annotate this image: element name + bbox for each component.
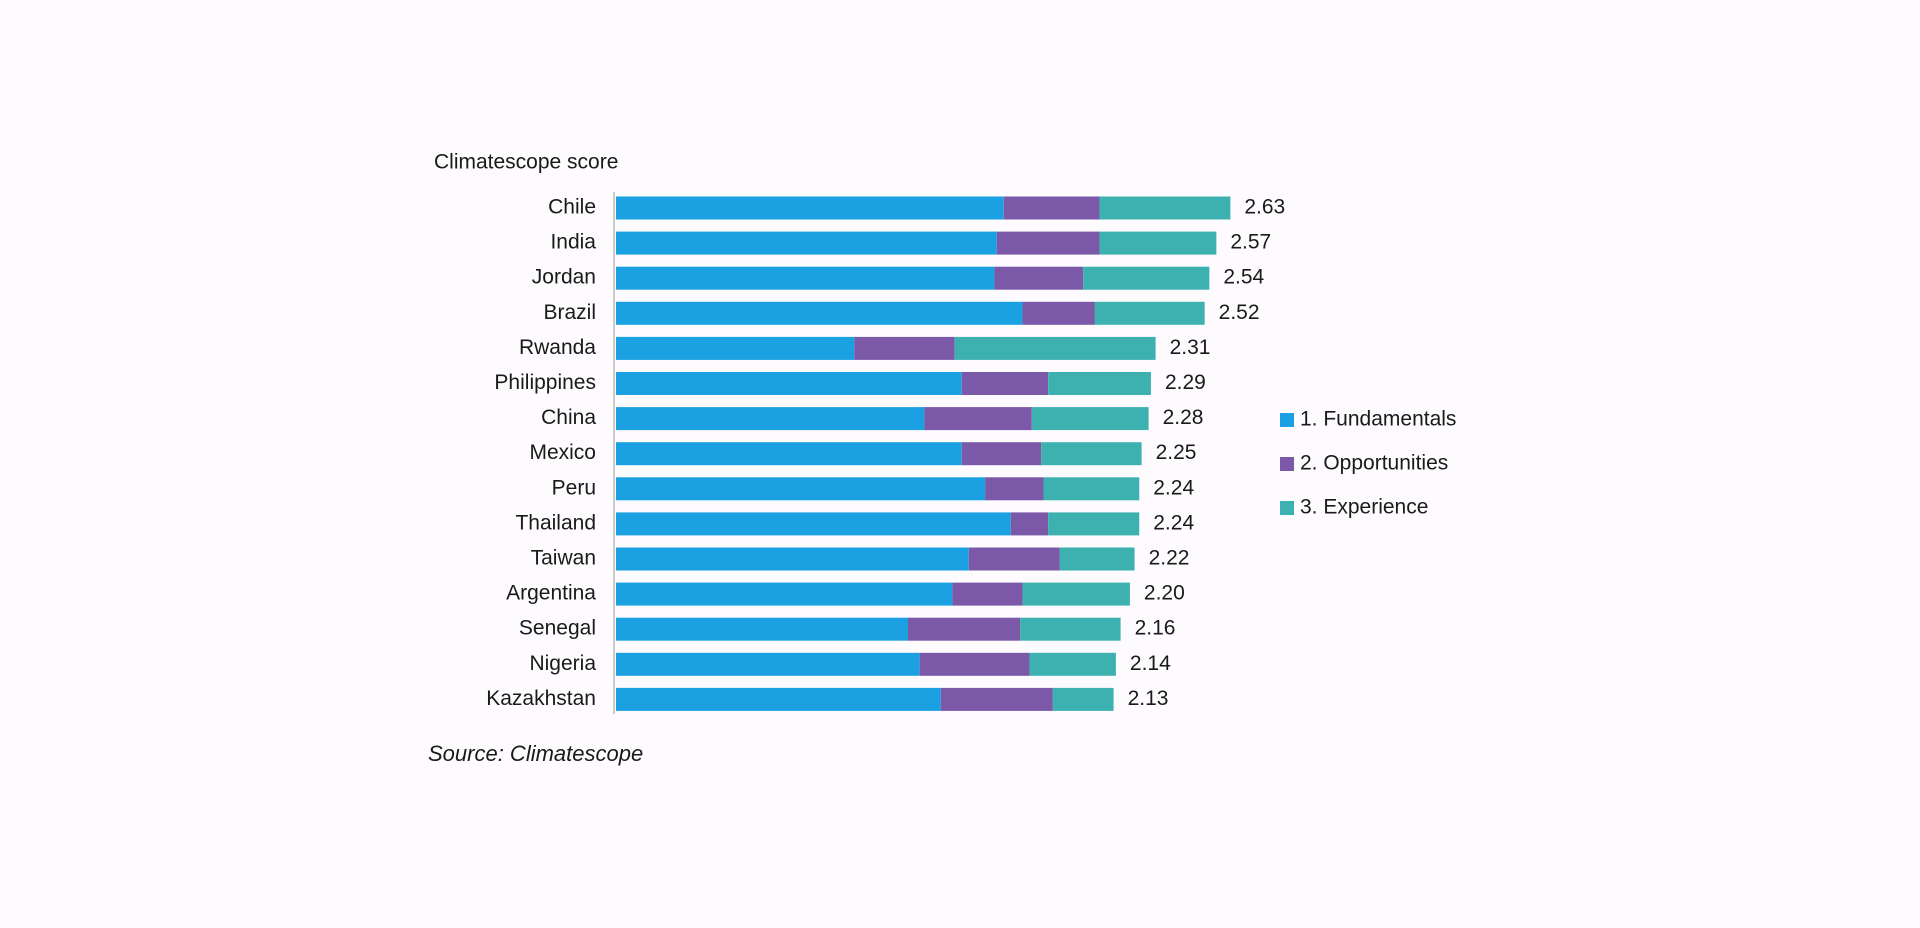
source-note: Source: Climatescope (428, 741, 643, 766)
bar-segment (994, 266, 1084, 290)
y-tick-label: Brazil (543, 301, 596, 324)
bar-segment (616, 617, 908, 641)
bar-segment (924, 407, 1032, 431)
bar-segment (616, 266, 995, 290)
bar-segment (616, 652, 920, 676)
bar-segment (1048, 512, 1140, 536)
y-tick-label: Peru (552, 476, 596, 499)
y-tick-label: Argentina (506, 582, 596, 605)
bar-segment (1010, 512, 1049, 536)
bar-segment (1059, 547, 1135, 571)
bar-segment (1083, 266, 1210, 290)
bar-segment (854, 336, 955, 360)
bar-segment (616, 407, 925, 431)
bar-segment (996, 231, 1100, 255)
bar-segment (985, 477, 1044, 501)
bar-segment (1041, 442, 1142, 466)
bar-segment (1099, 196, 1231, 220)
bar-segment (1031, 407, 1149, 431)
legend-swatch (1280, 413, 1294, 427)
total-label: 2.20 (1144, 582, 1185, 605)
y-tick-label: Senegal (519, 617, 596, 640)
legend-swatch (1280, 501, 1294, 515)
bar-segment (940, 687, 1053, 711)
total-label: 2.57 (1230, 231, 1271, 254)
total-label: 2.63 (1244, 196, 1285, 219)
bar-segment (908, 617, 1021, 641)
total-label: 2.24 (1153, 476, 1194, 499)
total-label: 2.25 (1156, 441, 1197, 464)
chart-title: Climatescope score (434, 151, 618, 174)
y-tick-label: Philippines (494, 371, 596, 394)
y-tick-label: Taiwan (531, 547, 596, 570)
y-tick-label: Chile (548, 196, 596, 219)
bar-segment (952, 582, 1023, 606)
total-label: 2.14 (1130, 652, 1171, 675)
bar-segment (616, 301, 1023, 325)
bar-segment (616, 477, 986, 501)
total-label: 2.22 (1149, 547, 1190, 570)
total-label: 2.24 (1153, 511, 1194, 534)
bar-segment (616, 231, 997, 255)
bar-segment (616, 687, 941, 711)
bar-segment (1022, 301, 1095, 325)
y-tick-label: China (541, 406, 596, 429)
y-tick-label: Nigeria (529, 652, 596, 675)
legend-label: 1. Fundamentals (1300, 408, 1456, 431)
legend-swatch (1280, 457, 1294, 471)
total-label: 2.13 (1128, 687, 1169, 710)
bar-segment (968, 547, 1060, 571)
bar-segment (616, 372, 962, 395)
total-label: 2.52 (1219, 301, 1260, 324)
y-tick-label: Thailand (515, 511, 596, 534)
legend-label: 2. Opportunities (1300, 452, 1448, 475)
bar-segment (961, 372, 1049, 395)
bar-segment (919, 652, 1030, 676)
y-tick-label: Kazakhstan (486, 687, 596, 710)
bar-segment (1020, 617, 1121, 641)
bar-segment (616, 442, 962, 466)
total-label: 2.54 (1223, 266, 1264, 289)
legend-label: 3. Experience (1300, 496, 1428, 519)
bar-segment (1029, 652, 1116, 676)
bar-segment (616, 336, 855, 360)
bar-segment (616, 512, 1011, 536)
bar-segment (1099, 231, 1217, 255)
bar-segment (616, 547, 969, 571)
total-label: 2.16 (1135, 617, 1176, 640)
total-label: 2.29 (1165, 371, 1206, 394)
bar-segment (1094, 301, 1205, 325)
y-tick-label: India (550, 231, 596, 254)
y-tick-label: Rwanda (519, 336, 596, 359)
y-tick-label: Jordan (532, 266, 596, 289)
bar-segment (961, 442, 1042, 466)
bar-segment (616, 196, 1004, 220)
bar-segment (1003, 196, 1100, 220)
total-label: 2.31 (1170, 336, 1211, 359)
total-label: 2.28 (1163, 406, 1204, 429)
bar-segment (954, 336, 1156, 360)
bar-segment (616, 582, 953, 606)
bar-segment (1052, 687, 1114, 711)
bar-segment (1048, 372, 1151, 395)
y-tick-label: Mexico (529, 441, 596, 464)
bar-segment (1022, 582, 1130, 606)
bar-segment (1043, 477, 1140, 501)
